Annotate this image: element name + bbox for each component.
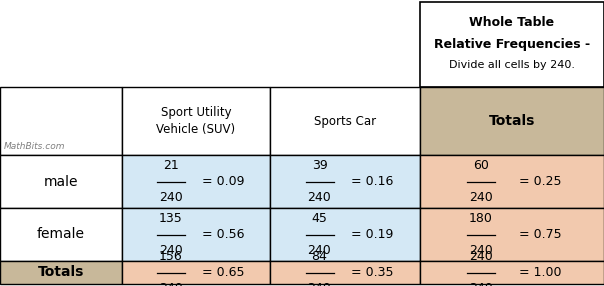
Text: 240: 240 [307, 191, 332, 204]
Text: Whole Table: Whole Table [469, 16, 554, 29]
Text: = 0.35: = 0.35 [351, 266, 393, 279]
Text: 240: 240 [159, 244, 183, 257]
Bar [0, 155, 122, 208]
Text: 21: 21 [163, 159, 179, 172]
Text: 60: 60 [473, 159, 489, 172]
Bar [420, 87, 604, 155]
Text: = 1.00: = 1.00 [519, 266, 562, 279]
Text: MathBits.com: MathBits.com [4, 142, 65, 151]
Text: Sports Car: Sports Car [314, 114, 376, 128]
Bar [0, 208, 122, 261]
Text: 240: 240 [159, 191, 183, 204]
Bar [122, 87, 270, 155]
Bar [270, 87, 420, 155]
Text: = 0.19: = 0.19 [351, 228, 393, 241]
Text: = 0.75: = 0.75 [519, 228, 562, 241]
Bar [420, 261, 604, 284]
Text: 39: 39 [312, 159, 327, 172]
Text: 84: 84 [312, 250, 327, 263]
Text: = 0.09: = 0.09 [202, 175, 245, 188]
Text: 180: 180 [469, 212, 493, 225]
Text: 240: 240 [469, 191, 493, 204]
Bar [0, 261, 122, 284]
Text: = 0.65: = 0.65 [202, 266, 245, 279]
Bar [122, 261, 270, 284]
Text: male: male [43, 174, 79, 188]
Text: 240: 240 [469, 282, 493, 286]
Bar [122, 208, 270, 261]
Text: Totals: Totals [489, 114, 535, 128]
Text: = 0.56: = 0.56 [202, 228, 245, 241]
Text: Divide all cells by 240.: Divide all cells by 240. [449, 60, 575, 70]
Bar [122, 155, 270, 208]
Text: 240: 240 [307, 282, 332, 286]
Text: = 0.16: = 0.16 [351, 175, 393, 188]
Text: 240: 240 [159, 282, 183, 286]
Bar [420, 2, 604, 87]
Text: 45: 45 [312, 212, 327, 225]
Text: 135: 135 [159, 212, 183, 225]
Bar [270, 208, 420, 261]
Text: Sport Utility
Vehicle (SUV): Sport Utility Vehicle (SUV) [156, 106, 236, 136]
Text: = 0.25: = 0.25 [519, 175, 562, 188]
Text: Relative Frequencies -: Relative Frequencies - [434, 38, 590, 51]
Bar [270, 261, 420, 284]
Text: 240: 240 [307, 244, 332, 257]
Text: 240: 240 [469, 244, 493, 257]
Bar [270, 155, 420, 208]
Bar [420, 155, 604, 208]
Bar [0, 87, 122, 155]
Text: 156: 156 [159, 250, 183, 263]
Bar [420, 208, 604, 261]
Text: female: female [37, 227, 85, 241]
Text: Totals: Totals [38, 265, 84, 279]
Text: 240: 240 [469, 250, 493, 263]
